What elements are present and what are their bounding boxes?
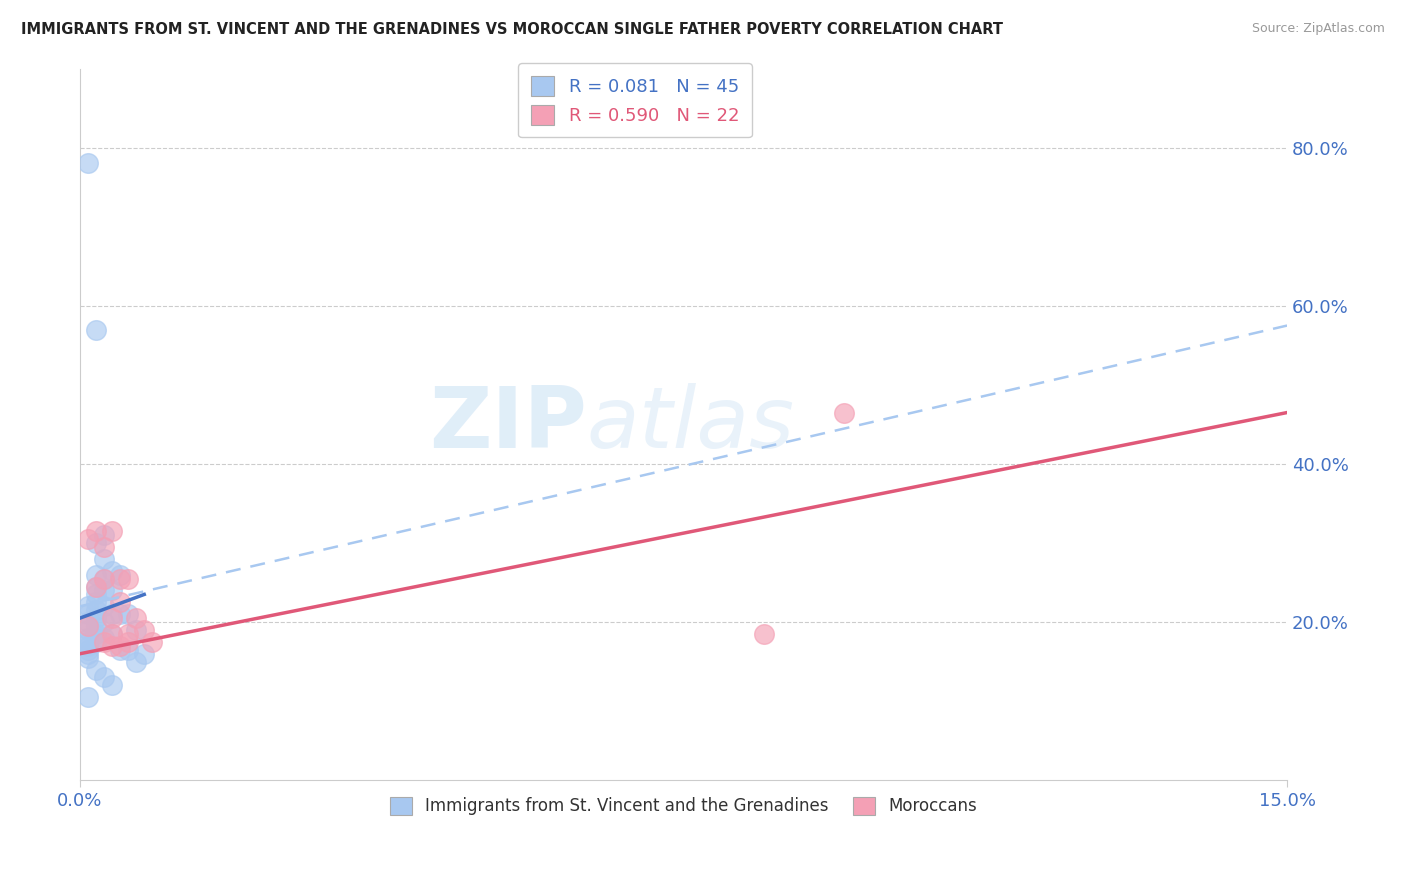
Point [93,631,115,645]
Point [101,607,124,622]
Point [108,642,131,657]
Point [77,635,100,649]
Point [84,611,107,625]
Point [101,583,124,598]
Point [93,635,115,649]
Point [125,655,148,669]
Text: IMMIGRANTS FROM ST. VINCENT AND THE GRENADINES VS MOROCCAN SINGLE FATHER POVERTY: IMMIGRANTS FROM ST. VINCENT AND THE GREN… [21,22,1002,37]
Point [77,532,100,546]
Point [84,580,107,594]
Point [117,572,139,586]
Point [125,623,148,637]
Point [117,607,139,622]
Point [77,619,100,633]
Point [117,642,139,657]
Point [117,627,139,641]
Point [125,611,148,625]
Point [134,647,156,661]
Point [93,671,115,685]
Point [101,564,124,578]
Point [84,603,107,617]
Point [108,595,131,609]
Point [84,536,107,550]
Point [93,572,115,586]
Point [93,615,115,629]
Text: Source: ZipAtlas.com: Source: ZipAtlas.com [1251,22,1385,36]
Point [108,639,131,653]
Point [93,583,115,598]
Point [77,615,100,629]
Point [108,572,131,586]
Point [93,552,115,566]
Point [77,607,100,622]
Point [101,678,124,692]
Point [84,524,107,538]
Point [93,572,115,586]
Point [84,587,107,601]
Point [77,690,100,705]
Point [134,623,156,637]
Point [77,156,100,170]
Point [93,540,115,554]
Point [77,623,100,637]
Legend: Immigrants from St. Vincent and the Grenadines, Moroccans: Immigrants from St. Vincent and the Gren… [380,787,987,825]
Point [101,611,124,625]
Point [84,567,107,582]
Point [77,639,100,653]
Point [752,627,775,641]
Point [77,599,100,614]
Point [101,524,124,538]
Text: atlas: atlas [586,383,794,466]
Point [101,639,124,653]
Point [84,627,107,641]
Point [77,631,100,645]
Point [93,528,115,542]
Point [77,642,100,657]
Point [101,627,124,641]
Point [141,635,163,649]
Point [108,607,131,622]
Point [77,650,100,665]
Point [84,619,107,633]
Point [108,567,131,582]
Point [101,627,124,641]
Point [84,595,107,609]
Text: ZIP: ZIP [429,383,586,466]
Point [84,322,107,336]
Point [834,405,856,419]
Point [117,635,139,649]
Point [84,580,107,594]
Point [93,599,115,614]
Point [84,635,107,649]
Point [84,663,107,677]
Point [77,647,100,661]
